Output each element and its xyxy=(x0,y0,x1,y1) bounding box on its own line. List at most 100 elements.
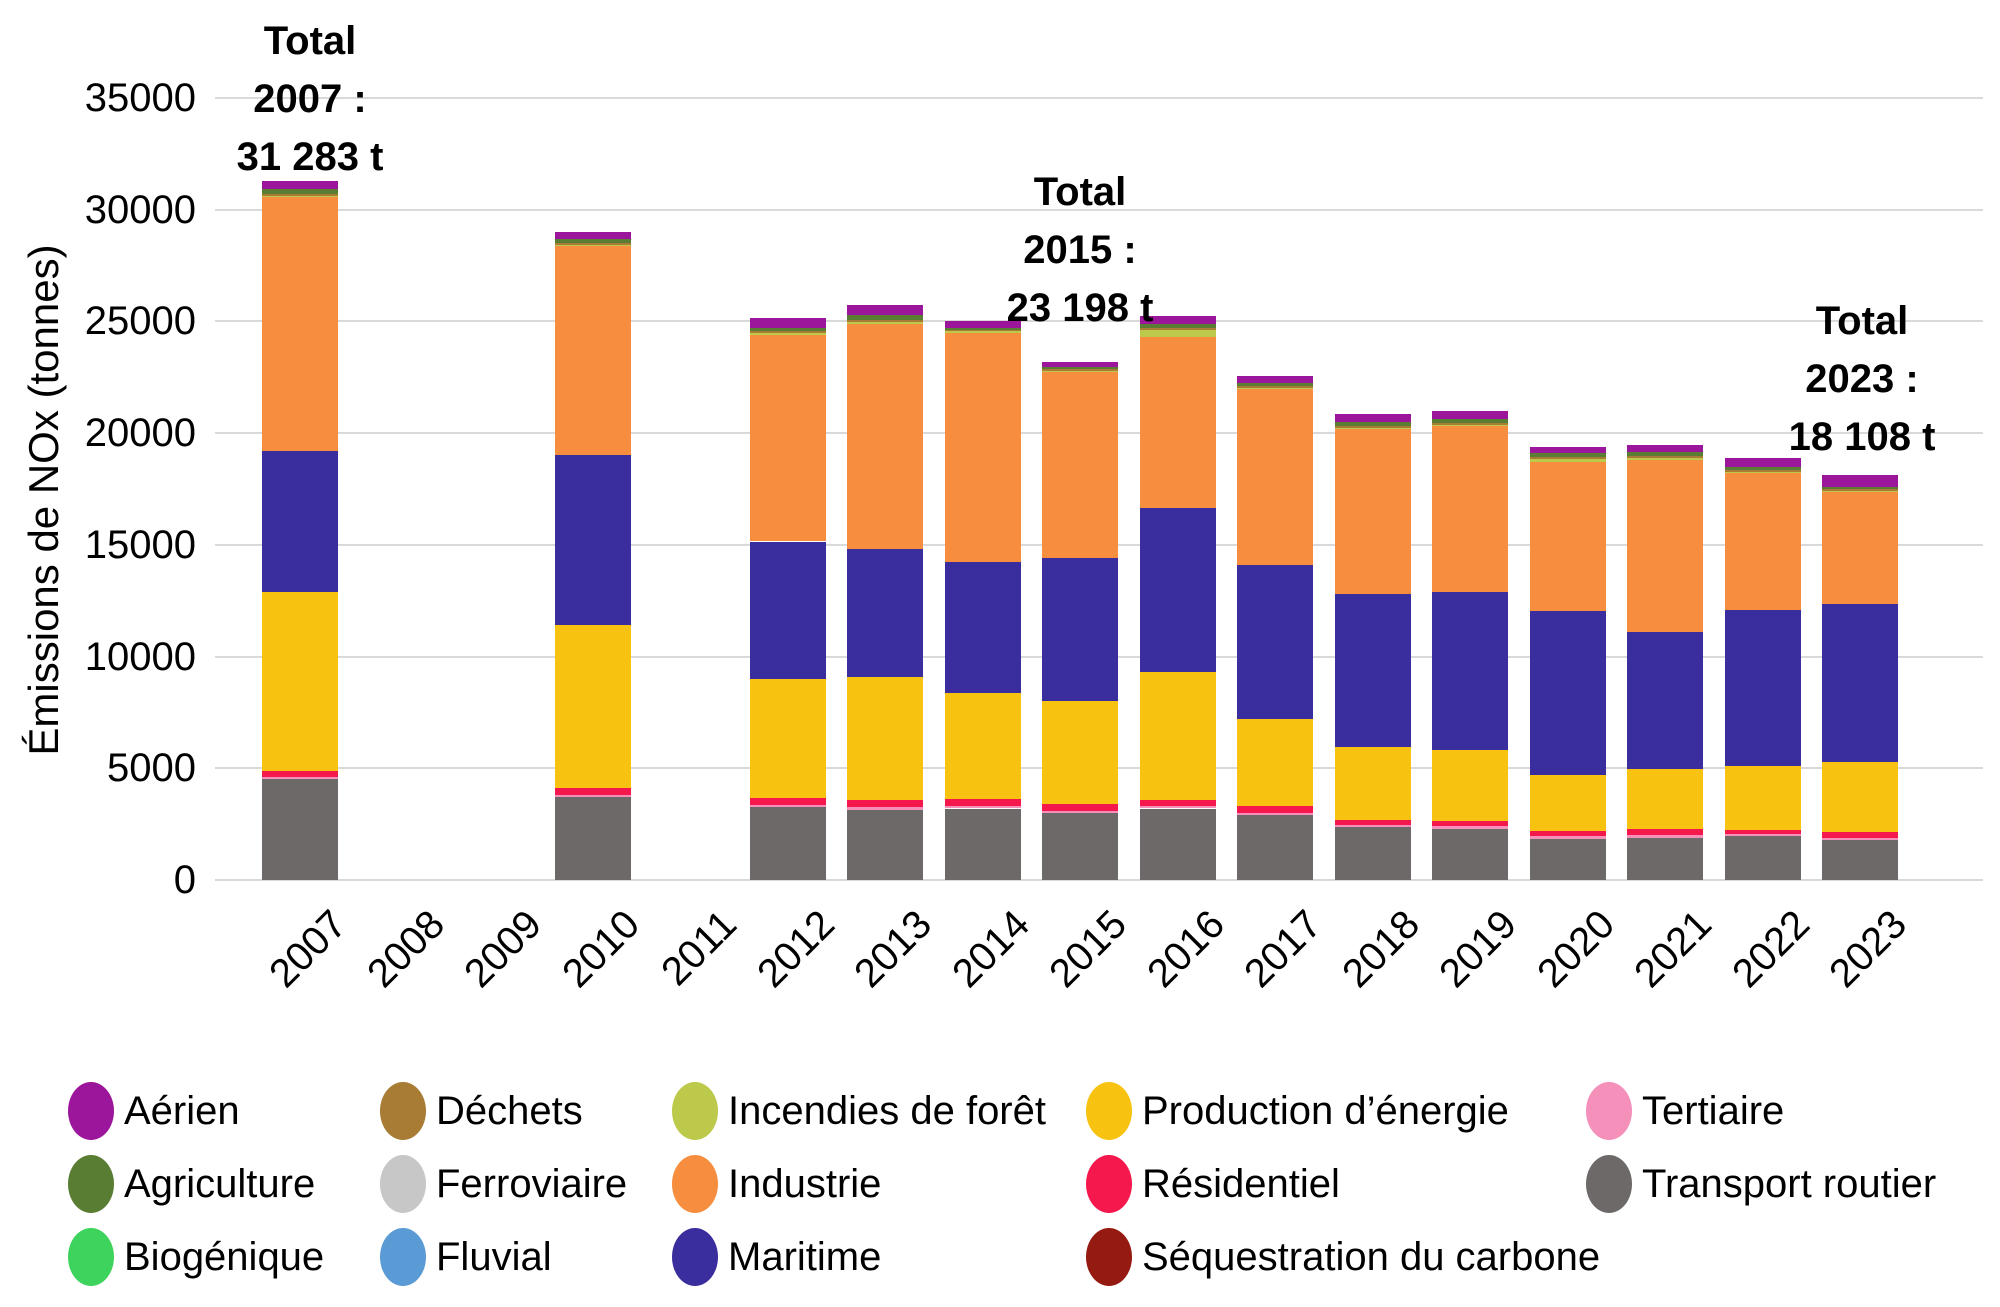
bar-segment-maritime xyxy=(554,455,631,626)
bar-segment-incendies-de-foret xyxy=(1529,457,1606,463)
bar-segment-aerien xyxy=(1822,475,1898,487)
legend-label: Ferroviaire xyxy=(436,1162,628,1206)
legend-label: Séquestration du carbone xyxy=(1142,1235,1601,1279)
legend-swatch-tertiaire xyxy=(1586,1082,1632,1140)
bar-segment-maritime xyxy=(1237,564,1313,720)
bar-segment-tertiaire xyxy=(847,807,923,810)
y-tick-label: 25000 xyxy=(84,299,196,344)
bar-segment-aerien xyxy=(1237,376,1313,383)
bar-segment-maritime xyxy=(1042,558,1118,702)
bar-segment-transport-routier xyxy=(1627,837,1703,880)
bar-segment-dechets xyxy=(847,319,923,323)
bar-segment-tertiaire xyxy=(262,776,338,780)
bar-segment-incendies-de-foret xyxy=(1334,426,1411,429)
bar-segment-incendies-de-foret xyxy=(749,332,826,335)
bar-segment-residentiel xyxy=(1042,804,1118,811)
bar-segment-dechets xyxy=(1432,422,1508,425)
bar-segment-production-denergie xyxy=(749,678,826,799)
bar-segment-residentiel xyxy=(1822,831,1898,838)
bar-segment-production-denergie xyxy=(554,625,631,789)
bar-segment-transport-routier xyxy=(1139,808,1216,880)
bar-segment-dechets xyxy=(262,193,338,196)
bar-segment-residentiel xyxy=(262,770,338,777)
bar-segment-industrie xyxy=(749,333,826,542)
bar-segment-dechets xyxy=(1627,455,1703,458)
bar-segment-maritime xyxy=(1822,604,1898,762)
bar-segment-tertiaire xyxy=(1334,825,1411,828)
bar-segment-aerien xyxy=(1042,361,1118,367)
bar-segment-dechets xyxy=(554,243,631,246)
bar-segment-aerien xyxy=(1529,446,1606,454)
bar-segment-residentiel xyxy=(1334,819,1411,826)
bar-segment-residentiel xyxy=(1529,830,1606,837)
bar-segment-residentiel xyxy=(1432,820,1508,827)
bar-segment-dechets xyxy=(749,331,826,334)
bar-segment-tertiaire xyxy=(1139,806,1216,809)
bar-segment-production-denergie xyxy=(847,677,923,800)
y-tick-label: 0 xyxy=(173,858,196,902)
gridline xyxy=(215,879,1983,881)
legend-label: Production d’énergie xyxy=(1142,1089,1509,1133)
bar-segment-aerien xyxy=(1432,410,1508,419)
bar-segment-industrie xyxy=(1334,427,1411,594)
bar-segment-incendies-de-foret xyxy=(262,195,338,198)
bar-segment-agriculture xyxy=(944,327,1021,330)
bar-segment-production-denergie xyxy=(1139,672,1216,800)
bar-segment-tertiaire xyxy=(1529,836,1606,839)
gridline xyxy=(215,320,1983,323)
bar-segment-aerien xyxy=(749,318,826,328)
bar-segment-transport-routier xyxy=(749,807,826,880)
bar-segment-agriculture xyxy=(1139,323,1216,329)
bar-segment-industrie xyxy=(1627,459,1703,632)
y-tick-label: 20000 xyxy=(84,411,196,456)
bar-segment-residentiel xyxy=(944,798,1021,807)
bar-segment-transport-routier xyxy=(1724,836,1801,880)
bar-segment-residentiel xyxy=(749,798,826,806)
bar-segment-transport-routier xyxy=(1042,812,1118,880)
bar-segment-incendies-de-foret xyxy=(1627,456,1703,460)
bar-segment-production-denergie xyxy=(1334,747,1411,820)
bar-segment-incendies-de-foret xyxy=(944,330,1021,333)
legend-swatch-residentiel xyxy=(1086,1155,1132,1213)
bar-segment-transport-routier xyxy=(1822,839,1898,880)
bar-segment-maritime xyxy=(944,561,1021,693)
bar-segment-transport-routier xyxy=(944,808,1021,880)
bar-segment-maritime xyxy=(1529,610,1606,775)
bar-segment-agriculture xyxy=(1334,422,1411,426)
bar-segment-agriculture xyxy=(554,238,631,244)
gridline xyxy=(215,97,1983,99)
bar-segment-industrie xyxy=(262,196,338,452)
bar-segment-production-denergie xyxy=(1822,761,1898,832)
bar-segment-maritime xyxy=(1432,591,1508,750)
legend-swatch-production-denergie xyxy=(1086,1082,1132,1140)
bar-segment-dechets xyxy=(1042,368,1118,371)
legend-label: Biogénique xyxy=(124,1235,325,1279)
bar-segment-production-denergie xyxy=(1627,768,1703,830)
legend-label: Tertiaire xyxy=(1642,1089,1785,1133)
legend-label: Fluvial xyxy=(436,1235,552,1279)
bar-segment-industrie xyxy=(1529,462,1606,611)
bar-segment-incendies-de-foret xyxy=(1139,329,1216,338)
bar-segment-transport-routier xyxy=(1334,827,1411,880)
bar-segment-dechets xyxy=(1334,425,1411,428)
bar-segment-tertiaire xyxy=(1627,835,1703,838)
legend-swatch-fluvial xyxy=(380,1228,426,1286)
y-tick-label: 35000 xyxy=(84,76,196,120)
bar-segment-transport-routier xyxy=(262,779,338,880)
bar-segment-production-denergie xyxy=(262,591,338,771)
bar-segment-residentiel xyxy=(554,788,631,796)
bar-segment-incendies-de-foret xyxy=(847,322,923,325)
bar-segment-aerien xyxy=(1724,457,1801,467)
bar-segment-maritime xyxy=(1627,631,1703,769)
bar-segment-aerien xyxy=(554,232,631,239)
bar-segment-maritime xyxy=(1724,609,1801,767)
bar-segment-dechets xyxy=(1822,489,1898,492)
bar-segment-industrie xyxy=(1432,424,1508,592)
bar-segment-incendies-de-foret xyxy=(1432,423,1508,426)
bar-segment-agriculture xyxy=(1822,486,1898,490)
bar-segment-maritime xyxy=(1139,507,1216,673)
bar-segment-incendies-de-foret xyxy=(1237,387,1313,390)
gridline xyxy=(215,208,1983,211)
bar-segment-industrie xyxy=(1237,388,1313,565)
